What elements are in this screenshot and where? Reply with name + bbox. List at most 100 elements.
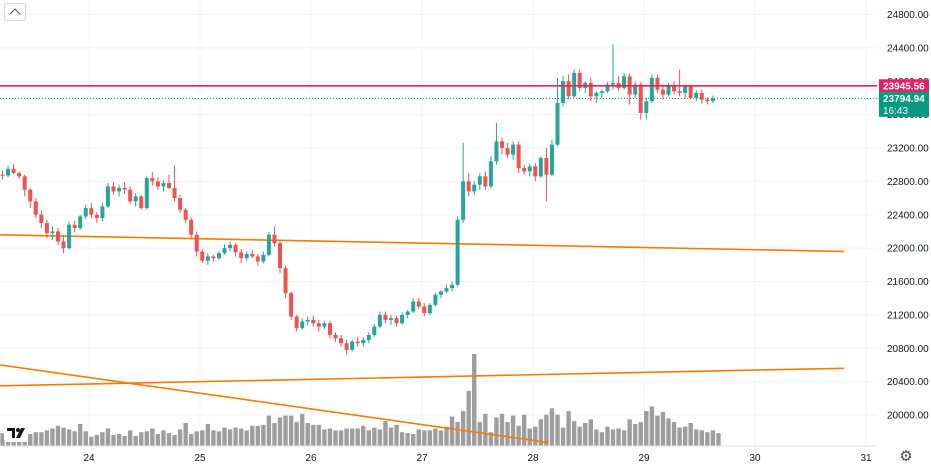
volume-bar <box>488 432 494 446</box>
candle <box>389 314 393 325</box>
volume-bar <box>72 431 77 446</box>
volume-bar <box>438 430 444 446</box>
candle <box>61 234 66 254</box>
volume-bar <box>311 424 316 446</box>
price-label-value: 23945.56 <box>883 81 925 92</box>
volume-bar <box>455 422 460 446</box>
candle <box>216 251 221 260</box>
candle <box>294 314 299 332</box>
candle-body <box>111 186 116 192</box>
candle-body <box>588 82 593 97</box>
candle-body <box>411 301 416 312</box>
candle-body <box>699 92 704 100</box>
volume-bar <box>499 413 505 446</box>
candle-body <box>128 189 133 202</box>
candle-body <box>544 158 549 175</box>
candle-body <box>44 223 49 234</box>
volume-bar <box>621 430 627 446</box>
candle <box>22 174 27 197</box>
candle-body <box>289 293 294 317</box>
x-tick-label: 26 <box>305 453 317 464</box>
volume-bar <box>300 413 305 446</box>
volume-bar <box>327 428 333 446</box>
candle-body <box>477 176 482 185</box>
candle-body <box>139 196 144 209</box>
candle <box>72 220 77 233</box>
candle-body <box>272 234 277 244</box>
volume-bar <box>205 423 211 446</box>
candle-body <box>50 231 55 234</box>
candle-body <box>622 76 627 88</box>
candle-body <box>194 234 199 252</box>
candle-body <box>200 251 205 261</box>
gear-icon[interactable]: ⚙ <box>899 448 913 465</box>
chevron-up-icon <box>9 8 21 20</box>
y-tick-label: 22800.00 <box>887 177 929 188</box>
volume-bar <box>39 432 44 446</box>
candle-body <box>150 178 155 182</box>
candle <box>255 253 260 266</box>
candle-body <box>705 99 710 102</box>
candle-body <box>222 248 227 254</box>
volume-bar <box>538 419 544 446</box>
candle-body <box>683 86 688 93</box>
volume-bar <box>427 430 433 446</box>
volume-bar <box>610 429 616 446</box>
time-axis[interactable] <box>0 446 877 466</box>
volume-bar <box>366 430 371 446</box>
collapse-toolbar-button[interactable] <box>4 3 26 21</box>
candle-body <box>505 148 510 155</box>
candle-body <box>472 184 477 192</box>
volume-bar <box>122 435 127 446</box>
candle <box>67 221 72 250</box>
volume-bar <box>155 434 161 446</box>
volume-bar <box>671 422 677 446</box>
price-axis[interactable] <box>877 0 931 466</box>
candle <box>544 148 549 202</box>
y-tick-label: 24800.00 <box>887 10 929 21</box>
candle-body <box>611 82 615 85</box>
volume-bar <box>588 419 593 446</box>
candle <box>572 69 577 98</box>
volume-bar <box>55 425 61 446</box>
candle <box>427 303 432 315</box>
volume-bar <box>633 423 638 446</box>
volume-bar <box>377 429 383 446</box>
candle <box>577 69 582 92</box>
candle <box>599 89 604 98</box>
candle-body <box>599 91 604 93</box>
trendline[interactable] <box>0 364 549 444</box>
candle <box>450 281 455 292</box>
candle-body <box>461 181 466 220</box>
candle <box>322 320 327 330</box>
trendline[interactable] <box>0 233 844 253</box>
candle-body <box>83 208 88 217</box>
candle <box>350 339 355 352</box>
y-tick-label: 22400.00 <box>887 210 929 221</box>
candle-body <box>17 173 22 177</box>
volume-bar <box>333 430 338 446</box>
candle-body <box>161 183 166 187</box>
candle-body <box>372 326 377 335</box>
candle <box>266 232 271 257</box>
volume-bar <box>460 411 466 446</box>
price-label-box <box>879 79 929 93</box>
volume-bar <box>699 430 704 446</box>
candle-body <box>244 253 249 259</box>
volume-bar <box>305 423 310 446</box>
volume-bar <box>627 419 632 446</box>
candle-body <box>61 241 66 249</box>
trendline[interactable] <box>0 367 844 387</box>
candle <box>655 74 660 93</box>
volume-bar <box>522 414 527 446</box>
candle <box>638 82 643 120</box>
candle-body <box>0 174 5 176</box>
volume-bar <box>516 425 521 446</box>
candle-body <box>594 92 599 97</box>
tradingview-logo[interactable] <box>4 422 28 442</box>
candle-body <box>483 176 488 187</box>
volume-bar <box>383 421 388 446</box>
candle <box>133 193 138 207</box>
